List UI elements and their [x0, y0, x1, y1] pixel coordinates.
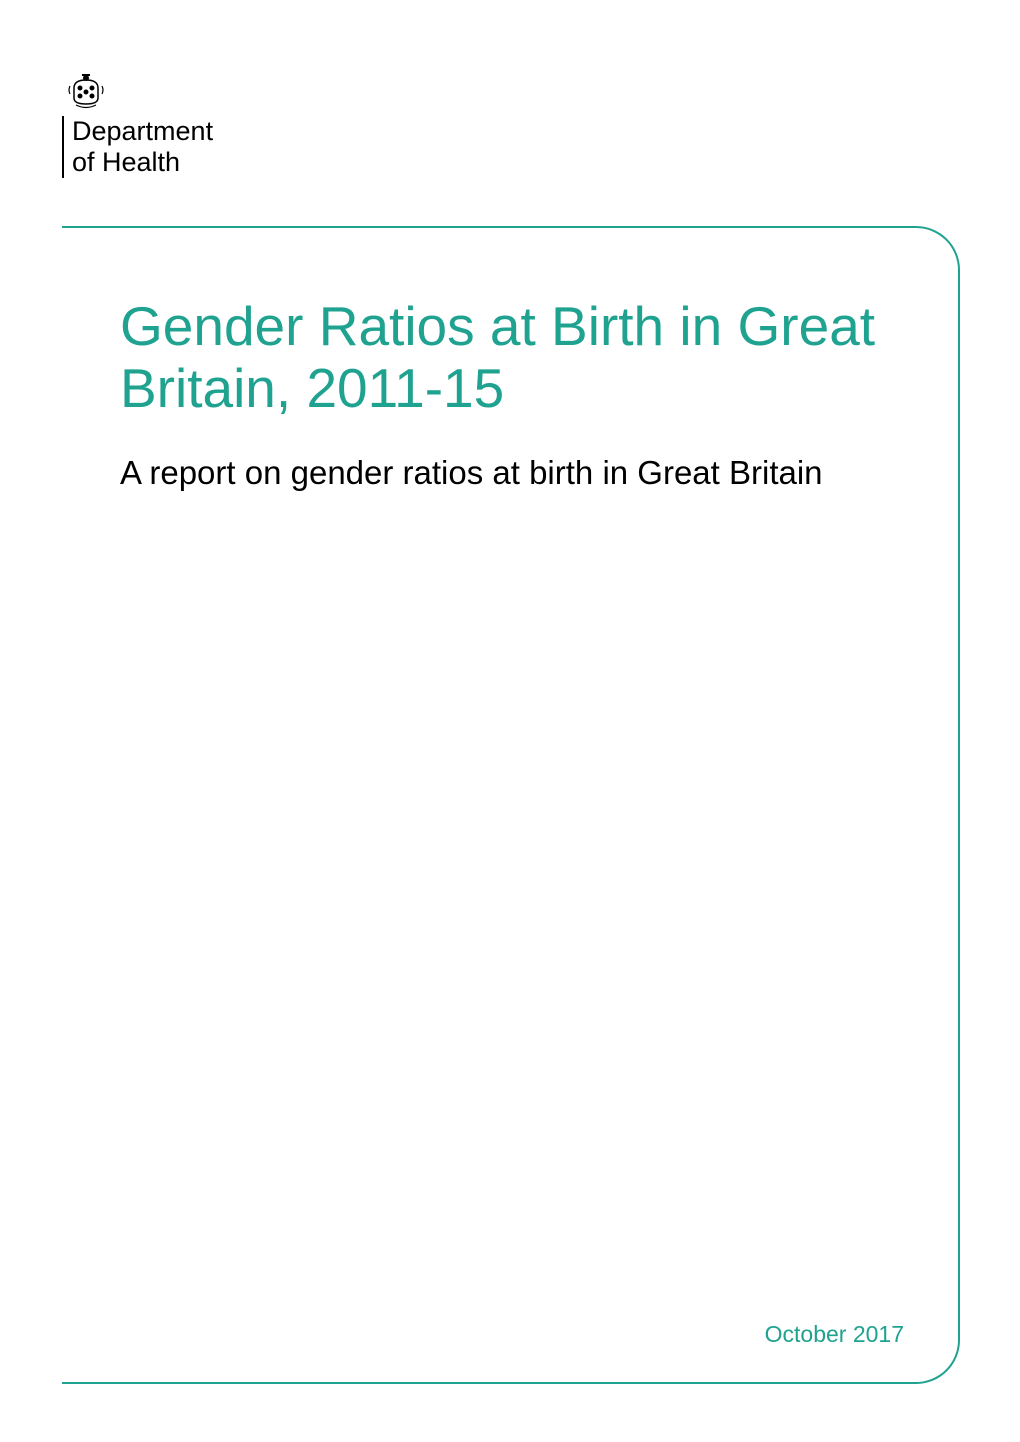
department-name: Department of Health: [62, 116, 213, 178]
page-title: Gender Ratios at Birth in Great Britain,…: [120, 296, 904, 419]
page-subtitle: A report on gender ratios at birth in Gr…: [120, 453, 904, 493]
publication-date: October 2017: [765, 1321, 904, 1348]
logo-line-1: Department: [72, 116, 213, 147]
royal-crest-icon: [62, 70, 110, 110]
department-logo: Department of Health: [62, 70, 213, 178]
content-frame: Gender Ratios at Birth in Great Britain,…: [62, 226, 960, 1384]
logo-line-2: of Health: [72, 147, 213, 178]
